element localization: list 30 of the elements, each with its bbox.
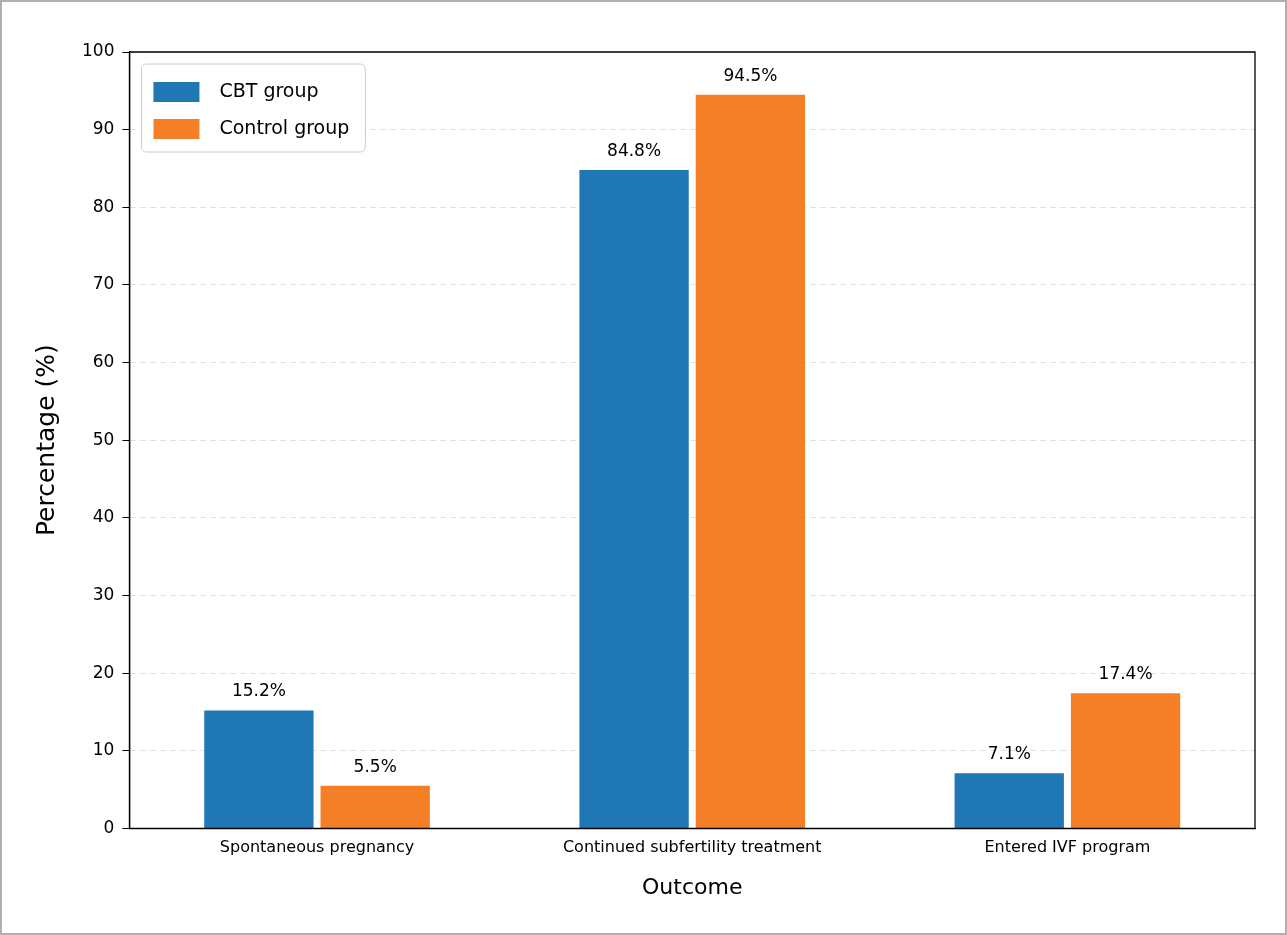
y-tick-label: 0 xyxy=(103,816,115,837)
legend-label: Control group xyxy=(219,115,350,138)
data-label: 5.5% xyxy=(353,755,397,776)
data-label: 15.2% xyxy=(231,680,286,701)
data-label: 94.5% xyxy=(723,64,778,85)
y-tick-label: 20 xyxy=(92,661,115,682)
legend-label: CBT group xyxy=(219,78,319,101)
bar xyxy=(954,773,1064,828)
bar xyxy=(695,94,806,828)
y-tick-label: 100 xyxy=(81,40,115,61)
data-label: 17.4% xyxy=(1098,663,1153,684)
y-tick-label: 80 xyxy=(92,195,115,216)
data-label: 7.1% xyxy=(987,743,1031,764)
y-tick-label: 50 xyxy=(92,428,115,449)
x-axis-title: Outcome xyxy=(642,873,743,899)
bar xyxy=(579,170,689,828)
x-tick-label: Continued subfertility treatment xyxy=(562,837,822,857)
x-tick-label: Spontaneous pregnancy xyxy=(219,837,415,857)
bar xyxy=(204,710,314,828)
y-tick-label: 60 xyxy=(92,350,115,371)
data-label: 84.8% xyxy=(607,139,662,160)
x-tick-label: Entered IVF program xyxy=(984,837,1151,857)
bar xyxy=(1070,693,1181,828)
bar xyxy=(320,785,430,828)
y-tick-label: 10 xyxy=(92,739,115,760)
y-tick-label: 90 xyxy=(92,118,115,139)
y-axis-title: Percentage (%) xyxy=(30,344,60,537)
y-tick-label: 30 xyxy=(92,583,115,604)
y-tick-label: 70 xyxy=(92,273,115,294)
y-tick-label: 40 xyxy=(92,506,115,527)
